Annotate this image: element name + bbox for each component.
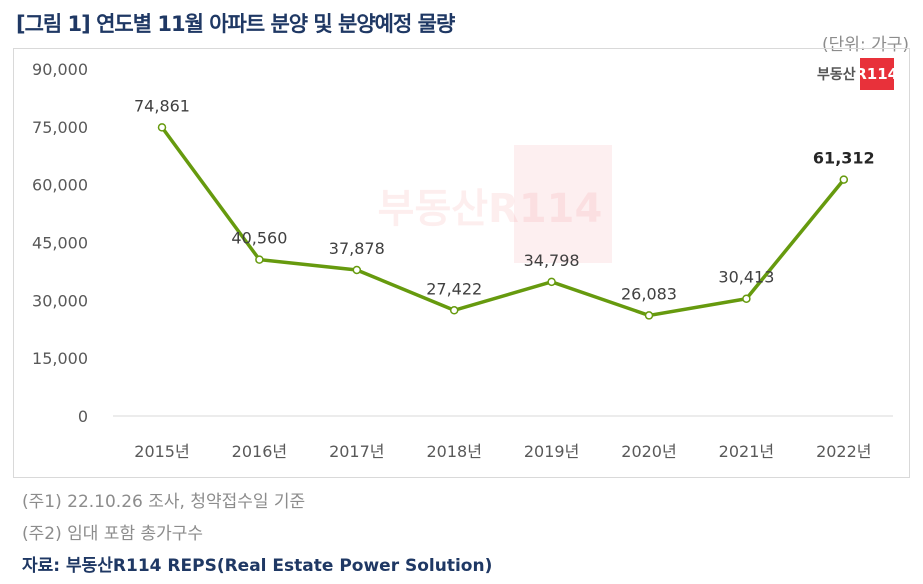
data-point [449,306,459,315]
source: 자료: 부동산R114 REPS(Real Estate Power Solut… [22,556,493,576]
chart-frame [13,48,910,478]
data-label: 37,878 [329,239,385,258]
x-tick-label: 2019년 [524,442,579,461]
series-line [160,126,846,318]
x-tick-label: 2017년 [329,442,384,461]
data-point [157,123,167,132]
data-point [839,175,849,184]
x-tick-label: 2018년 [426,442,481,461]
logo-mark: R114 [855,58,898,90]
data-point [742,294,751,303]
y-tick-label: 45,000 [32,234,88,253]
note-1: (주1) 22.10.26 조사, 청약접수일 기준 [22,492,306,512]
x-tick-label: 2021년 [719,442,774,461]
x-tick-label: 2016년 [232,442,287,461]
watermark-text: 부동산R114 [378,186,603,232]
y-tick-label: 15,000 [32,349,88,368]
data-label: 27,422 [426,279,482,298]
y-tick-label: 75,000 [32,118,88,137]
x-tick-label: 2022년 [816,442,871,461]
unit-label: (단위: 가구) [822,35,909,55]
logo-text: 부동산 [817,67,856,83]
chart-title: [그림 1] 연도별 11월 아파트 분양 및 분양예정 물량 [16,12,455,36]
r114-logo: 부동산 R114 [817,58,898,90]
watermark-box [514,145,612,263]
data-point [547,277,556,287]
x-tick-label: 2015년 [134,442,189,461]
data-point [644,311,654,320]
data-label: 34,798 [524,251,580,270]
data-label: 26,083 [621,284,677,303]
y-tick-label: 30,000 [32,291,88,310]
data-label: 30,413 [718,268,774,287]
data-label: 40,560 [231,229,287,248]
data-label: 74,861 [134,96,190,115]
y-tick-label: 60,000 [32,176,88,195]
y-tick-label: 0 [78,407,88,426]
y-tick-label: 90,000 [32,60,88,79]
x-tick-label: 2020년 [621,442,676,461]
note-2: (주2) 임대 포함 총가구수 [22,524,204,544]
data-point [255,255,264,264]
data-label: 61,312 [813,149,875,168]
data-point [352,265,362,275]
